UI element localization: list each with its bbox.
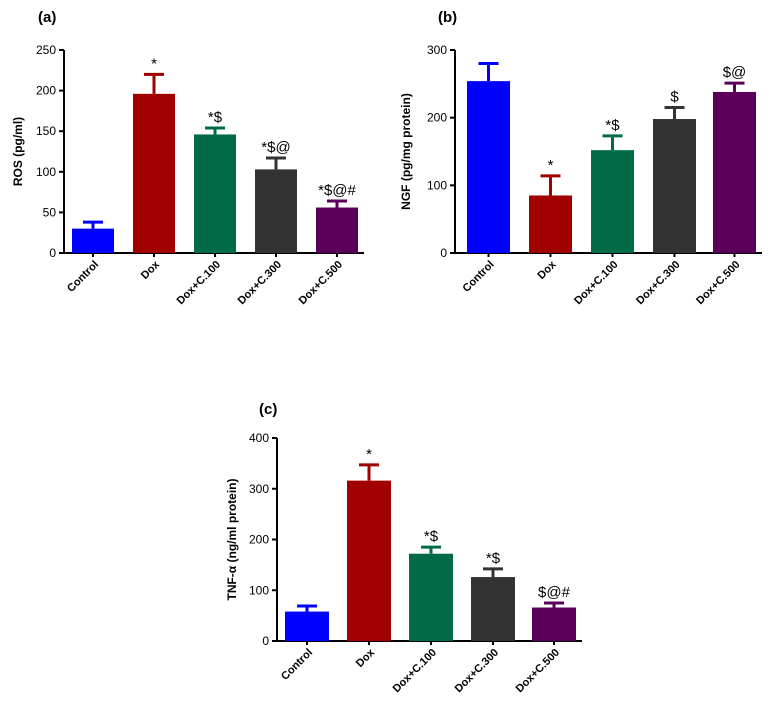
significance-label: * xyxy=(366,446,372,463)
bar xyxy=(653,119,696,254)
significance-label: *$ xyxy=(424,528,439,545)
y-tick-label: 200 xyxy=(427,111,447,125)
y-tick-label: 150 xyxy=(36,124,56,138)
x-tick-label: Dox+C.500 xyxy=(694,259,742,307)
panel-label: (a) xyxy=(38,9,56,26)
x-tick-label: Control xyxy=(279,647,315,683)
significance-label: *$@# xyxy=(318,182,356,199)
y-tick-label: 0 xyxy=(262,634,269,648)
significance-label: *$@ xyxy=(261,139,290,156)
y-tick-label: 300 xyxy=(249,482,269,496)
bar xyxy=(133,93,175,254)
x-tick-label: Dox+C.500 xyxy=(514,647,562,695)
y-tick-label: 400 xyxy=(249,431,269,445)
bar xyxy=(471,577,515,641)
bar xyxy=(529,195,572,253)
chart-panel-1: (a) ROS (pg/ml) 0 50 100 150 200 250 Control * Dox… xyxy=(11,9,364,307)
bar xyxy=(591,150,634,253)
y-tick-label: 100 xyxy=(427,178,447,192)
bar xyxy=(72,228,114,253)
bar xyxy=(532,607,576,641)
y-tick-label: 0 xyxy=(440,246,447,260)
y-tick-label: 50 xyxy=(43,205,57,219)
x-tick-label: Dox+C.300 xyxy=(453,647,501,695)
y-tick-label: 200 xyxy=(36,84,56,98)
y-tick-label: 100 xyxy=(36,165,56,179)
significance-label: *$ xyxy=(605,117,620,134)
y-tick-label: 250 xyxy=(36,43,56,57)
x-tick-label: Dox+C.100 xyxy=(391,647,439,695)
significance-label: $ xyxy=(670,89,679,106)
x-tick-label: Dox+C.300 xyxy=(236,259,284,307)
chart-panel-2: (b) NGF (pg/mg protein) 0 100 200 300 Control *… xyxy=(399,9,762,307)
y-tick-label: 300 xyxy=(427,43,447,57)
x-tick-label: Dox+C.500 xyxy=(297,259,345,307)
y-axis-label: NGF (pg/mg protein) xyxy=(399,93,413,210)
bar xyxy=(347,480,391,641)
significance-label: $@# xyxy=(538,584,571,601)
x-tick-label: Control xyxy=(65,259,101,295)
bar xyxy=(255,169,297,253)
y-tick-label: 100 xyxy=(249,583,269,597)
x-tick-label: Dox+C.300 xyxy=(634,259,682,307)
x-tick-label: Control xyxy=(460,259,496,295)
y-tick-label: 0 xyxy=(49,246,56,260)
x-tick-label: Dox xyxy=(535,258,559,282)
significance-label: $@ xyxy=(723,64,747,81)
significance-label: *$ xyxy=(208,109,223,126)
significance-label: *$ xyxy=(486,550,501,567)
significance-label: * xyxy=(548,157,554,174)
bar xyxy=(285,611,329,641)
bar xyxy=(409,553,453,641)
y-tick-label: 200 xyxy=(249,533,269,547)
y-axis-label: ROS (pg/ml) xyxy=(11,117,25,186)
bar xyxy=(316,207,358,253)
bar xyxy=(194,134,236,253)
chart-panel-3: (c) TNF-α (ng/ml protein) 0 100 200 300 400 Con… xyxy=(225,401,582,695)
bar xyxy=(467,81,510,253)
x-tick-label: Dox xyxy=(139,258,163,282)
x-tick-label: Dox xyxy=(354,646,378,670)
panel-label: (c) xyxy=(259,401,277,418)
panel-label: (b) xyxy=(438,9,457,26)
x-tick-label: Dox+C.100 xyxy=(572,259,620,307)
y-axis-label: TNF-α (ng/ml protein) xyxy=(225,478,239,600)
significance-label: * xyxy=(151,55,157,72)
x-tick-label: Dox+C.100 xyxy=(175,259,223,307)
bar xyxy=(713,91,756,253)
